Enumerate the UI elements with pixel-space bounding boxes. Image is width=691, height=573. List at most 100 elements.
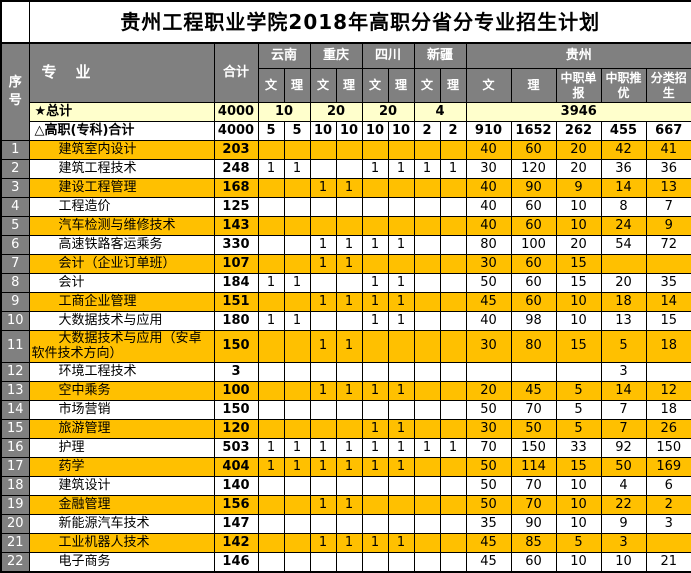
plan-value-cell: 20 [555,159,602,179]
major-row: 4 工程造价 125 40 60 10 8 7 [0,197,691,217]
plan-value-cell [335,476,363,496]
plan-value-cell [335,552,363,573]
row-index: 2 [0,159,30,179]
plan-value-cell [413,362,441,382]
plan-value-cell [335,400,363,420]
plan-value-cell: 50 [465,495,512,515]
plan-value-cell: 8 [600,197,647,217]
major-total: 168 [213,178,259,198]
major-name: 新能源汽车技术 [28,514,215,534]
plan-value-cell: 1 [387,381,415,401]
plan-value-cell: 1 [361,381,389,401]
plan-value-cell [283,140,311,160]
plan-value-cell [439,552,467,573]
plan-value-cell: 10 [555,311,602,331]
major-name: 汽车检测与维修技术 [28,216,215,236]
plan-value-cell: 1 [387,457,415,477]
plan-value-cell: 7 [645,197,691,217]
plan-value-cell [257,330,285,363]
subcol-guizhou-zhongzhi-danbao: 中职单报 [555,68,602,103]
plan-value-cell: 24 [600,216,647,236]
major-total: 150 [213,400,259,420]
subtotal-value-cell: 1652 [510,121,557,141]
row-index: 15 [0,419,30,439]
plan-value-cell: 36 [600,159,647,179]
plan-value-cell: 22 [600,495,647,515]
plan-value-cell: 1 [257,311,285,331]
plan-value-cell: 1 [413,159,441,179]
major-total: 248 [213,159,259,179]
plan-value-cell [283,292,311,312]
plan-value-cell: 10 [555,514,602,534]
plan-value-cell: 1 [335,533,363,553]
major-total: 503 [213,438,259,458]
col-header-province-sichuan: 四川 [361,42,415,69]
subtotal-value-cell: 10 [387,121,415,141]
plan-value-cell [387,495,415,515]
plan-value-cell: 42 [600,140,647,160]
plan-value-cell: 14 [645,292,691,312]
plan-value-cell [309,362,337,382]
plan-value-cell: 1 [361,457,389,477]
major-name: 建筑工程技术 [28,159,215,179]
plan-value-cell: 1 [335,330,363,363]
plan-value-cell: 85 [510,533,557,553]
major-total: 404 [213,457,259,477]
plan-value-cell: 7 [600,419,647,439]
major-row: 12 环境工程技术 3 3 [0,362,691,382]
major-total: 107 [213,254,259,274]
plan-value-cell: 1 [361,159,389,179]
plan-value-cell: 5 [555,400,602,420]
plan-value-cell: 80 [510,330,557,363]
row-index: 21 [0,533,30,553]
plan-value-cell: 1 [309,495,337,515]
plan-value-cell [413,311,441,331]
plan-value-cell [413,495,441,515]
plan-value-cell [413,552,441,573]
plan-value-cell [439,400,467,420]
plan-value-cell: 15 [555,273,602,293]
row-index: 12 [0,362,30,382]
plan-value-cell: 7 [600,400,647,420]
plan-value-cell [465,362,512,382]
plan-value-cell: 5 [555,419,602,439]
plan-value-cell: 30 [465,254,512,274]
plan-value-cell: 1 [335,495,363,515]
plan-value-cell [283,495,311,515]
plan-value-cell: 10 [555,292,602,312]
plan-value-cell [257,140,285,160]
plan-value-cell [439,330,467,363]
major-name: 工程造价 [28,197,215,217]
plan-value-cell: 50 [465,476,512,496]
plan-value-cell: 1 [387,438,415,458]
plan-value-cell [387,140,415,160]
plan-value-cell [257,178,285,198]
plan-value-cell [309,514,337,534]
plan-value-cell: 40 [465,140,512,160]
plan-value-cell [645,254,691,274]
plan-value-cell [413,457,441,477]
plan-value-cell [309,476,337,496]
plan-value-cell: 60 [510,197,557,217]
major-row: 22 电子商务 146 45 60 10 10 21 [0,552,691,573]
major-row: 10 大数据技术与应用 180 1 1 1 1 40 98 10 13 15 [0,311,691,331]
plan-value-cell: 92 [600,438,647,458]
plan-value-cell [413,514,441,534]
plan-value-cell: 15 [555,330,602,363]
plan-value-cell: 1 [257,159,285,179]
row-index: 14 [0,400,30,420]
plan-value-cell [335,311,363,331]
plan-value-cell [309,159,337,179]
plan-value-cell [387,254,415,274]
plan-value-cell: 40 [465,178,512,198]
plan-value-cell: 1 [361,419,389,439]
subtotal-value-cell: 262 [555,121,602,141]
header-province-row: 序号 专 业 合计 云南 重庆 四川 新疆 贵州 [0,42,691,141]
plan-value-cell [283,197,311,217]
plan-value-cell [361,514,389,534]
row-index: 4 [0,197,30,217]
plan-value-cell [600,254,647,274]
major-total: 156 [213,495,259,515]
plan-value-cell: 10 [555,476,602,496]
plan-value-cell: 30 [465,330,512,363]
